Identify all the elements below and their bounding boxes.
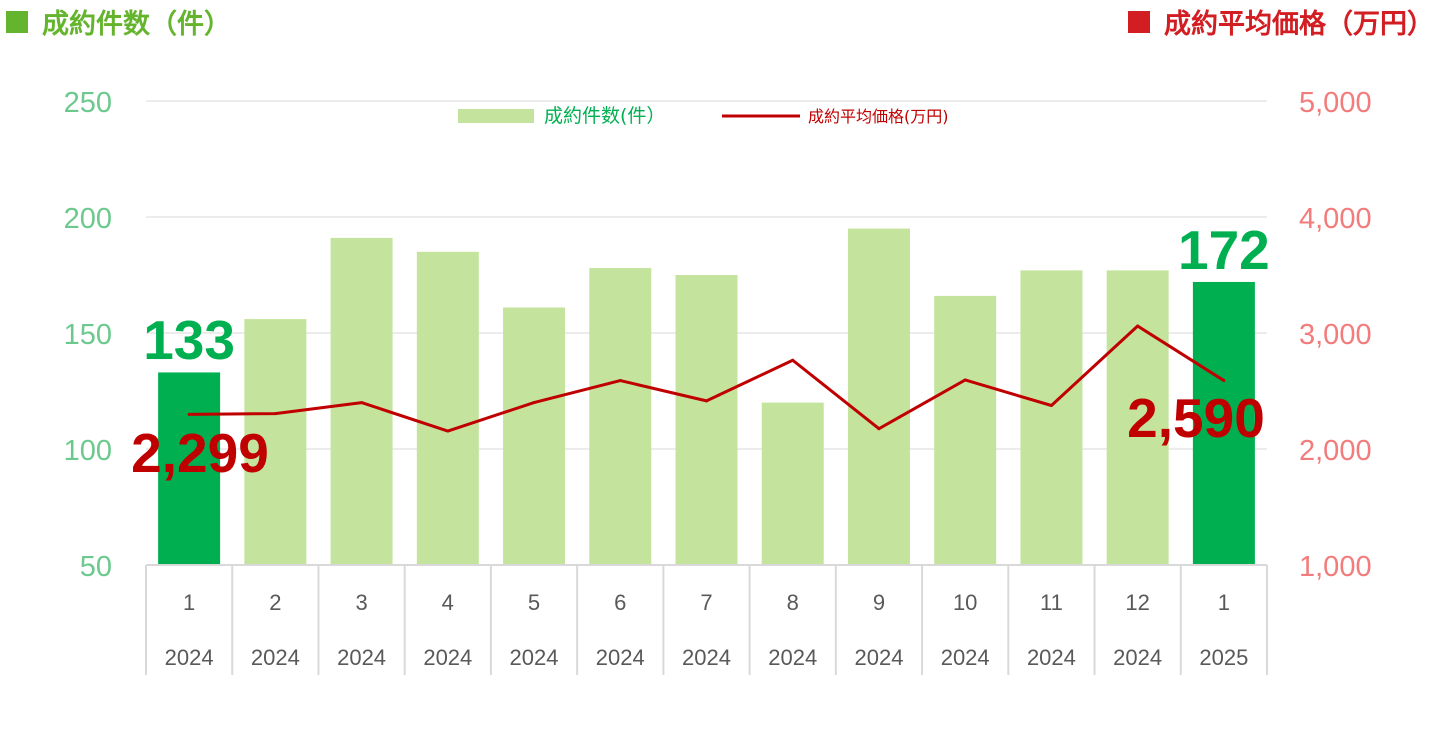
price-point [187,412,191,416]
price-point [1049,404,1053,407]
price-point [1222,379,1226,383]
left-tick-label: 250 [64,87,112,119]
month-tick-label: 3 [355,590,367,615]
month-tick-label: 4 [442,590,454,615]
last-count-callout: 172 [1178,219,1270,281]
year-tick-label: 2025 [1199,645,1248,670]
year-tick-label: 2024 [768,645,817,670]
price-point [791,358,795,362]
red-square-icon [1128,10,1150,33]
legend-bar-swatch [458,109,534,123]
price-point [446,429,450,433]
month-tick-label: 5 [528,590,540,615]
year-tick-label: 2024 [1027,645,1076,670]
left-tick-label: 200 [64,203,112,235]
price-point [360,401,364,405]
last-price-callout: 2,590 [1127,387,1265,449]
right-axis-title: 成約平均価格（万円） [1128,2,1434,41]
price-point [532,401,536,405]
year-tick-label: 2024 [1113,645,1162,670]
month-tick-label: 2 [269,590,281,615]
left-tick-label: 150 [64,319,112,351]
bar [934,295,997,565]
bar [244,319,307,565]
month-tick-label: 7 [700,590,712,615]
right-tick-label: 4,000 [1299,203,1372,235]
year-tick-label: 2024 [337,645,386,670]
right-tick-label: 5,000 [1299,87,1372,119]
month-tick-label: 11 [1040,590,1063,615]
month-tick-label: 1 [183,590,195,615]
right-tick-label: 3,000 [1299,319,1372,351]
price-point [877,427,881,431]
month-tick-label: 1 [1218,590,1230,615]
bar [1192,281,1255,565]
left-tick-label: 100 [64,435,112,467]
callouts: 133 172 2,299 2,590 [131,219,1270,484]
right-axis-title-text: 成約平均価格（万円） [1164,9,1434,40]
bar [158,372,221,565]
year-tick-label: 2024 [941,645,990,670]
first-count-callout: 133 [143,309,235,371]
price-point [963,378,967,382]
bar [503,307,566,565]
bar [1020,270,1083,565]
year-tick-label: 2024 [854,645,903,670]
bar [589,268,652,565]
bar [847,228,910,565]
legend-line-label: 成約平均価格(万円) [808,107,949,126]
bar [675,275,738,565]
month-tick-label: 12 [1125,590,1149,615]
year-tick-label: 2024 [165,645,214,670]
price-point [1136,324,1140,328]
price-point [273,412,277,416]
year-tick-label: 2024 [596,645,645,670]
year-tick-label: 2024 [251,645,300,670]
year-tick-label: 2024 [682,645,731,670]
line-series [187,324,1226,433]
right-tick-label: 2,000 [1299,435,1372,467]
year-tick-label: 2024 [510,645,559,670]
first-price-callout: 2,299 [131,422,269,484]
bar [1106,270,1169,565]
bar-series [158,228,1255,566]
bar [416,251,479,566]
green-square-icon [6,10,28,33]
axes: 50 100 150 200 250 1,000 2,000 3,000 4,000 5,000 1… [64,87,1372,675]
month-tick-label: 8 [787,590,799,615]
price-point [618,379,622,383]
left-tick-label: 50 [80,551,112,583]
legend: 成約件数(件） 成約平均価格(万円) [458,105,949,127]
bar [761,402,824,565]
month-tick-label: 10 [953,590,977,615]
left-axis-title-text: 成約件数（件） [42,9,231,40]
left-axis-title: 成約件数（件） [6,2,231,41]
right-tick-label: 1,000 [1299,551,1372,583]
month-tick-label: 6 [614,590,626,615]
price-point [705,399,708,403]
legend-bar-label: 成約件数(件） [544,105,665,127]
year-tick-label: 2024 [423,645,472,670]
month-tick-label: 9 [873,590,885,615]
